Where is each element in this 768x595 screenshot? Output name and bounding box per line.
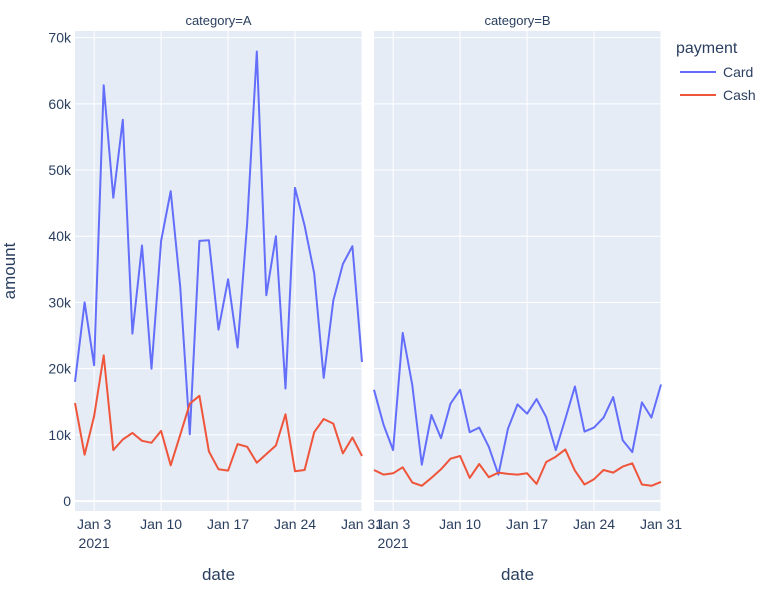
x-tick-label: Jan 24	[573, 516, 615, 532]
x-tick-label: Jan 31	[640, 516, 682, 532]
facet-panels: Jan 3 Jan 10 Jan 17 Jan 24 Jan 31 2021 categor…	[74, 13, 682, 584]
x-year-label: 2021	[79, 535, 110, 551]
legend[interactable]: payment Card Cash	[676, 40, 756, 103]
series-line-cash[interactable]	[74, 354, 363, 473]
x-axis-title: date	[202, 565, 235, 584]
y-axis-ticks: 0 10k 20k 30k 40k 50k 60k 70k	[48, 30, 72, 509]
x-tick-label: Jan 10	[439, 516, 481, 532]
facet-panel-a: Jan 3 Jan 10 Jan 17 Jan 24 Jan 31 2021 categor…	[74, 13, 383, 584]
legend-label: Cash	[723, 87, 756, 103]
y-tick-label: 40k	[48, 228, 72, 244]
legend-title: payment	[676, 40, 738, 57]
x-axis-title: date	[501, 565, 534, 584]
facet-title: category=A	[185, 13, 251, 28]
x-tick-label: Jan 10	[140, 516, 182, 532]
facet-title: category=B	[484, 13, 550, 28]
x-tick-label: Jan 3	[376, 516, 410, 532]
x-tick-label: Jan 17	[207, 516, 249, 532]
series-line-card[interactable]	[373, 331, 662, 476]
y-tick-label: 60k	[48, 96, 72, 112]
plot-background	[75, 31, 362, 511]
y-tick-label: 10k	[48, 427, 72, 443]
x-tick-label: Jan 24	[274, 516, 316, 532]
legend-item-cash[interactable]: Cash	[680, 87, 756, 103]
series-line-cash[interactable]	[373, 448, 662, 487]
series-line-card[interactable]	[74, 50, 363, 436]
facet-panel-b: Jan 3 Jan 10 Jan 17 Jan 24 Jan 31 2021 categor…	[373, 13, 682, 584]
x-tick-label: Jan 3	[77, 516, 111, 532]
x-tick-label: Jan 31	[341, 516, 383, 532]
legend-items: Card Cash	[680, 64, 756, 103]
y-tick-label: 70k	[48, 30, 72, 46]
y-tick-label: 0	[63, 493, 71, 509]
x-year-label: 2021	[378, 535, 409, 551]
legend-label: Card	[723, 64, 753, 80]
plot-background	[374, 31, 661, 511]
y-tick-label: 20k	[48, 361, 72, 377]
y-tick-label: 30k	[48, 294, 72, 310]
x-tick-label: Jan 17	[506, 516, 548, 532]
y-axis-title: amount	[0, 242, 19, 299]
y-tick-label: 50k	[48, 162, 72, 178]
legend-item-card[interactable]: Card	[680, 64, 753, 80]
